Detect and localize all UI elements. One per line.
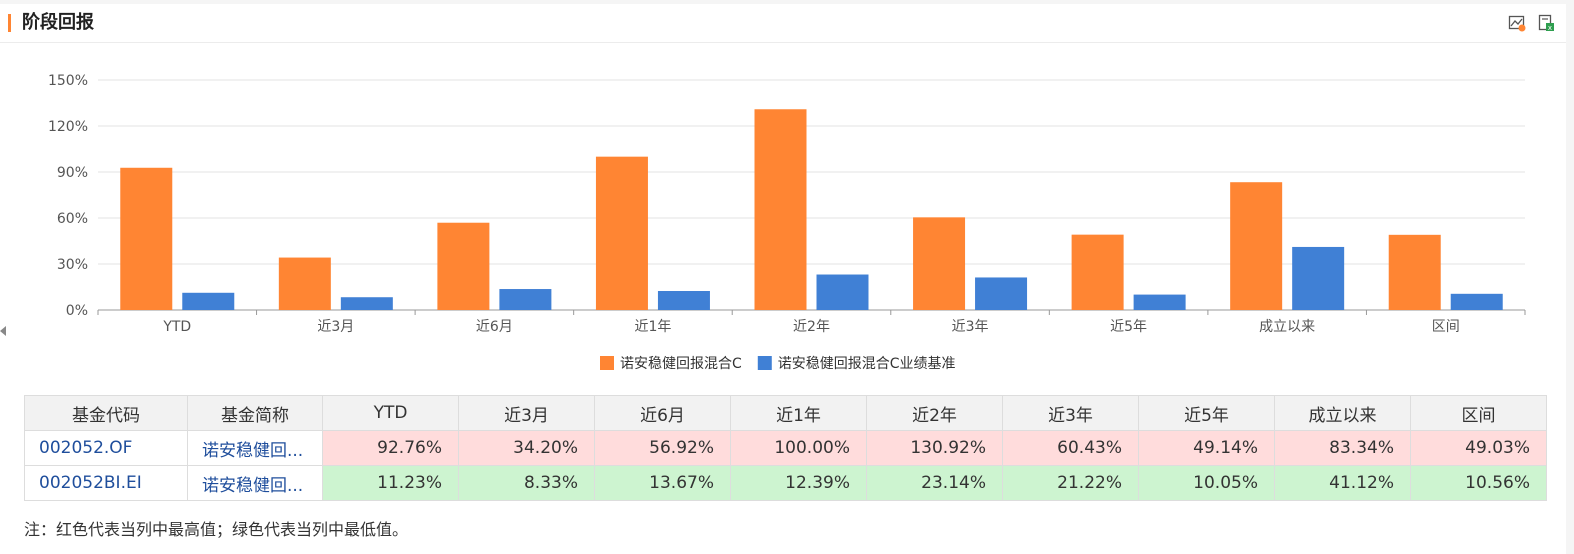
- panel-header: 阶段回报 x: [0, 4, 1566, 43]
- bar-fund: [120, 167, 173, 310]
- col-header-ytd: YTD: [322, 395, 459, 431]
- cell-value: 92.76%: [322, 430, 459, 466]
- table-row: 002052BI.EI 诺安稳健回... 11.23% 8.33% 13.67%…: [24, 465, 1547, 501]
- y-tick-label: 90%: [57, 165, 88, 181]
- panel-title: 阶段回报: [22, 12, 94, 33]
- y-tick-label: 60%: [57, 211, 88, 227]
- col-header-6m: 近6月: [594, 395, 731, 431]
- bar-benchmark: [182, 292, 235, 310]
- cell-value: 49.14%: [1138, 430, 1275, 466]
- collapse-arrow-icon[interactable]: [0, 326, 6, 336]
- benchmark-code-link[interactable]: 002052BI.EI: [24, 465, 188, 501]
- bar-benchmark: [1292, 246, 1345, 310]
- cell-value: 130.92%: [866, 430, 1003, 466]
- bar-fund: [595, 156, 648, 310]
- x-tick-label: YTD: [162, 319, 191, 335]
- header-accent-bar: [8, 14, 11, 32]
- cell-value: 34.20%: [458, 430, 595, 466]
- fund-code-link[interactable]: 002052.OF: [24, 430, 188, 466]
- legend-swatch: [600, 356, 614, 370]
- benchmark-name-link[interactable]: 诺安稳健回...: [187, 465, 323, 501]
- cell-value: 41.12%: [1274, 465, 1411, 501]
- legend-swatch: [757, 356, 772, 370]
- bar-fund: [1388, 234, 1441, 310]
- footnote: 注：红色代表当列中最高值；绿色代表当列中最低值。: [24, 520, 409, 539]
- excel-export-icon[interactable]: x: [1537, 14, 1555, 32]
- table-row: 002052.OF 诺安稳健回... 92.76% 34.20% 56.92% …: [24, 430, 1547, 466]
- x-tick-label: 近1年: [634, 319, 671, 335]
- col-header-3y: 近3年: [1002, 395, 1139, 431]
- bar-benchmark: [1450, 293, 1503, 310]
- y-tick-label: 30%: [57, 257, 88, 273]
- cell-value: 10.56%: [1410, 465, 1547, 501]
- chart-image-icon[interactable]: [1508, 14, 1526, 32]
- bar-benchmark: [816, 274, 869, 310]
- bar-benchmark: [1133, 294, 1186, 310]
- fund-name-link[interactable]: 诺安稳健回...: [187, 430, 323, 466]
- col-header-interval: 区间: [1410, 395, 1547, 431]
- y-tick-label: 120%: [48, 119, 88, 135]
- bar-benchmark: [975, 277, 1028, 310]
- bar-fund: [1230, 182, 1283, 310]
- x-tick-label: 区间: [1432, 319, 1460, 335]
- legend-label: 诺安稳健回报混合C: [620, 356, 742, 372]
- table-header-row: 基金代码 基金简称 YTD 近3月 近6月 近1年 近2年 近3年 近5年 成立…: [24, 395, 1547, 431]
- col-header-since-inception: 成立以来: [1274, 395, 1411, 431]
- legend-label: 诺安稳健回报混合C业绩基准: [778, 355, 956, 372]
- col-header-1y: 近1年: [730, 395, 867, 431]
- bar-benchmark: [499, 289, 552, 310]
- bar-fund: [437, 222, 490, 310]
- cell-value: 23.14%: [866, 465, 1003, 501]
- return-table: 基金代码 基金简称 YTD 近3月 近6月 近1年 近2年 近3年 近5年 成立…: [24, 395, 1547, 501]
- col-header-5y: 近5年: [1138, 395, 1275, 431]
- cell-value: 60.43%: [1002, 430, 1139, 466]
- bar-fund: [913, 217, 966, 310]
- bar-benchmark: [657, 291, 710, 310]
- x-tick-label: 近2年: [793, 319, 830, 335]
- cell-value: 8.33%: [458, 465, 595, 501]
- col-header-2y: 近2年: [866, 395, 1003, 431]
- bar-fund: [278, 257, 331, 310]
- x-tick-label: 成立以来: [1259, 319, 1315, 335]
- bar-fund: [1071, 234, 1124, 310]
- x-tick-label: 近3年: [952, 319, 989, 335]
- cell-value: 11.23%: [322, 465, 459, 501]
- cell-value: 21.22%: [1002, 465, 1139, 501]
- svg-text:x: x: [1548, 24, 1552, 32]
- bar-chart: 0% 30% 60% 90% 120% 150% YTD 近3月 近6月 近1年 近2年 近3年 近5年…: [48, 73, 1526, 372]
- cell-value: 100.00%: [730, 430, 867, 466]
- cell-value: 12.39%: [730, 465, 867, 501]
- cell-value: 49.03%: [1410, 430, 1547, 466]
- bar-fund: [754, 109, 807, 310]
- bar-benchmark: [340, 297, 393, 310]
- cell-value: 56.92%: [594, 430, 731, 466]
- col-header-name: 基金简称: [187, 395, 323, 431]
- x-tick-label: 近3月: [317, 319, 354, 335]
- x-tick-label: 近6月: [476, 319, 513, 335]
- y-tick-label: 150%: [48, 73, 88, 89]
- y-tick-label: 0%: [66, 303, 88, 319]
- col-header-code: 基金代码: [24, 395, 188, 431]
- cell-value: 83.34%: [1274, 430, 1411, 466]
- col-header-3m: 近3月: [458, 395, 595, 431]
- cell-value: 10.05%: [1138, 465, 1275, 501]
- x-tick-label: 近5年: [1110, 319, 1147, 335]
- cell-value: 13.67%: [594, 465, 731, 501]
